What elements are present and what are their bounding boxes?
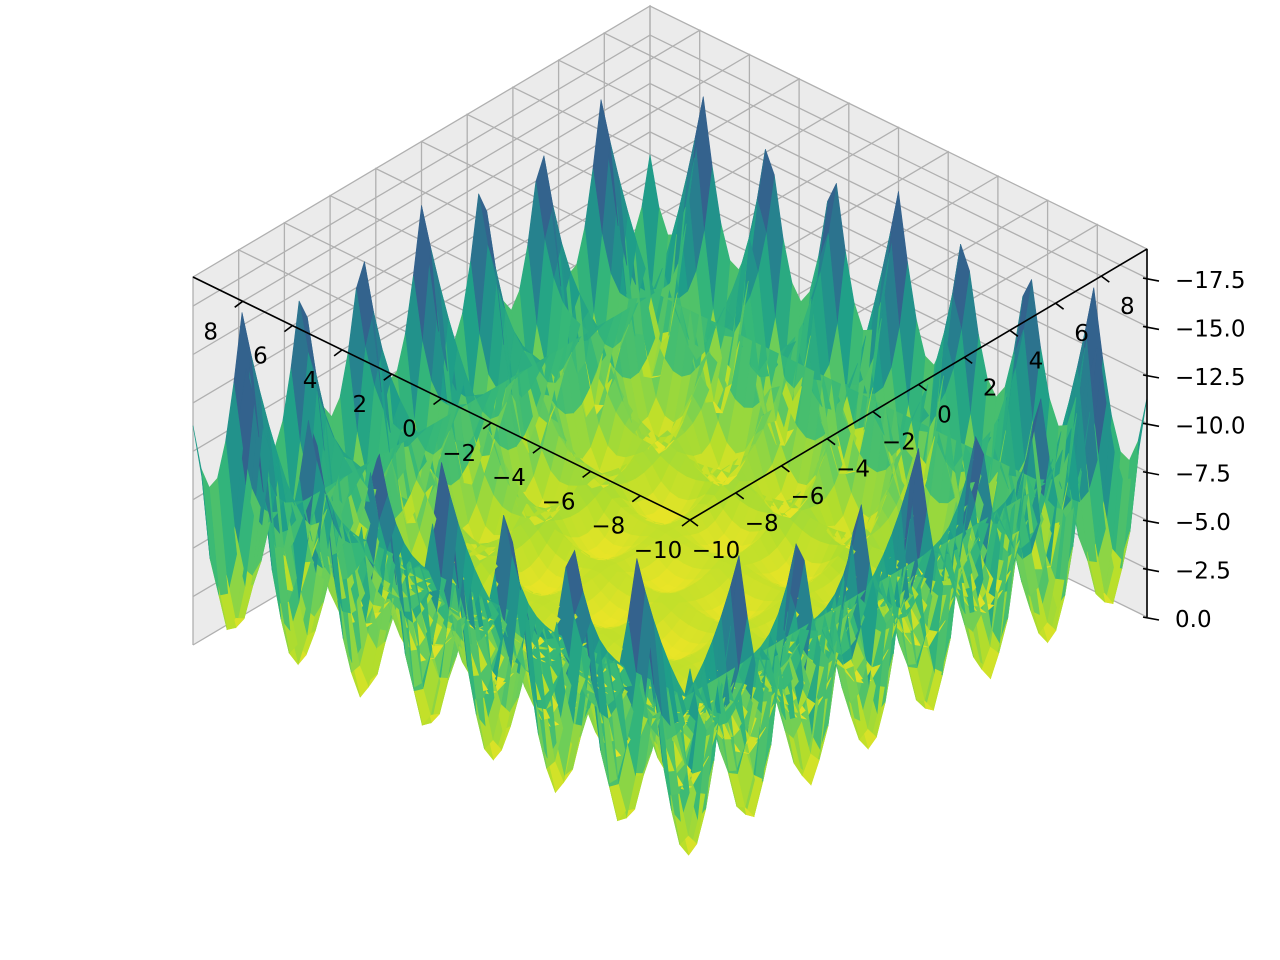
x-tick-label: −10 [634, 538, 683, 564]
z-tick-label: −10.0 [1175, 413, 1245, 439]
z-tick-label: −2.5 [1175, 559, 1231, 585]
z-tick [1142, 519, 1160, 524]
x-tick [631, 495, 641, 503]
y-tick-label: 2 [983, 375, 998, 401]
z-tick-label: −12.5 [1175, 365, 1245, 391]
x-tick-label: 2 [352, 392, 367, 418]
z-tick [1142, 277, 1160, 282]
y-tick-label: 4 [1029, 348, 1044, 374]
x-tick-label: −8 [591, 514, 625, 540]
z-tick-label: −17.5 [1175, 268, 1245, 294]
x-tick-label: 8 [203, 319, 218, 345]
z-tick-label: −7.5 [1175, 462, 1231, 488]
y-tick [735, 492, 745, 500]
x-tick [234, 300, 244, 308]
z-tick-label: −5.0 [1175, 510, 1231, 536]
x-tick [383, 373, 393, 381]
x-tick-label: 4 [303, 368, 318, 394]
y-tick [780, 465, 790, 473]
z-tick [1142, 616, 1160, 621]
z-tick [1142, 470, 1160, 476]
x-tick [433, 397, 442, 406]
y-tick [1055, 302, 1065, 310]
x-tick [582, 470, 592, 479]
z-tick [1142, 374, 1160, 379]
y-axis-ticks: −10−8 −6 −4 −2 0 2 4 6 8 [689, 275, 1135, 564]
surface-patch [192, 425, 211, 559]
x-tick [283, 324, 293, 333]
y-tick-label: 6 [1074, 321, 1089, 347]
y-tick-label: −2 [882, 430, 916, 456]
z-tick [1142, 567, 1160, 573]
x-axis-ticks: −10 −8 −6 −4 −2 0 2 4 6 8 [203, 300, 691, 564]
x-tick-label: 6 [253, 344, 268, 370]
surface-mesh [192, 96, 1148, 856]
x-tick-label: −2 [442, 441, 476, 467]
y-tick-label: 0 [937, 403, 952, 429]
z-tick-label: −15.0 [1175, 316, 1245, 342]
y-tick [1100, 275, 1110, 283]
x-tick-label: −6 [542, 489, 576, 515]
gridline [192, 34, 1148, 307]
y-tick [963, 356, 973, 365]
z-tick-label: 0.0 [1175, 607, 1212, 633]
y-tick-label: 8 [1120, 294, 1135, 320]
y-tick [826, 438, 836, 446]
x-tick [333, 349, 343, 357]
x-tick [532, 446, 542, 454]
x-tick [482, 422, 492, 430]
x-tick-label: 0 [402, 417, 417, 443]
z-axis-ticks: 0.0 −2.5 −5.0 −7.5 −10.0 −12.5 −15.0 −17.5 [1142, 268, 1245, 633]
gridline [192, 131, 1148, 404]
x-tick [681, 519, 691, 527]
y-tick-label: −8 [745, 511, 779, 537]
y-tick [689, 519, 699, 527]
y-tick-label: −6 [790, 484, 824, 510]
y-tick-label: −10 [692, 538, 741, 564]
y-tick [918, 383, 927, 392]
y-tick [872, 410, 882, 419]
z-tick [1142, 422, 1160, 428]
x-tick-label: −4 [492, 465, 526, 491]
z-tick [1142, 325, 1160, 331]
gridline [192, 82, 1148, 356]
y-tick [1009, 329, 1019, 337]
y-tick-label: −4 [836, 457, 870, 483]
